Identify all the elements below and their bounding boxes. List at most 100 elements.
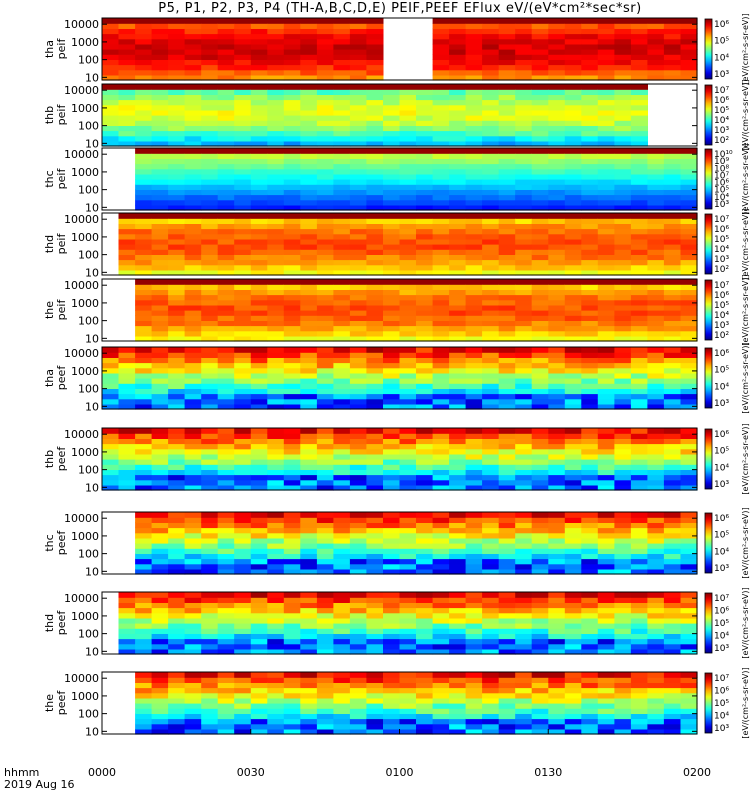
colorbar: [704, 347, 713, 409]
y-tick-label: 10: [85, 71, 99, 84]
y-tick-label: 1000: [71, 36, 99, 49]
y-tick-label: 10000: [64, 428, 99, 441]
colorbar-unit-label: [eV/(cm²-s-sr-eV)]: [741, 274, 750, 345]
colorbar-unit-label: [eV/(cm²-s-sr-eV)]: [741, 423, 750, 494]
colorbar-tick-label: 10⁵: [714, 106, 729, 116]
y-tick-label: 100: [78, 383, 99, 396]
colorbar-tick-label: 10⁵: [714, 447, 729, 457]
panel-thc-electron: 10 100 1000 10000 thcpeef 10³ 10⁴ 10⁵ 10⁶ [eV/(cm…: [43, 507, 750, 578]
y-tick-label: 1000: [71, 297, 99, 310]
panel-thd-electron: 10 100 1000 10000 thdpeef 10³ 10⁴ 10⁵ 10⁶ 10⁷ [eV/…: [43, 587, 750, 658]
x-tick-label: 0130: [534, 766, 562, 779]
y-tick-label: 10: [85, 266, 99, 279]
colorbar-unit-label: [eV/(cm²-s-sr-eV)]: [741, 79, 750, 150]
colorbar-tick-label: 10⁶: [714, 349, 729, 359]
colorbar-unit-label: [eV/(cm²-s-sr-eV)]: [741, 143, 750, 214]
y-tick-label: 10000: [64, 512, 99, 525]
colorbar-tick-label: 10⁵: [714, 531, 729, 541]
y-tick-label: 100: [78, 184, 99, 197]
colorbar-tick-label: 10⁷: [714, 281, 729, 291]
colorbar-tick-label: 10²: [714, 265, 729, 275]
colorbar-tick-label: 10⁶: [714, 179, 729, 189]
colorbar-tick-label: 10⁶: [714, 514, 729, 524]
panel-label: thcpeif: [43, 168, 68, 190]
colorbar: [704, 512, 713, 574]
colorbar-tick-label: 10⁶: [714, 96, 729, 106]
panel-thb-electron: 10 100 1000 10000 thbpeef 10³ 10⁴ 10⁵ 10⁶ [eV/(cm…: [43, 423, 750, 494]
y-tick-label: 10000: [64, 18, 99, 31]
colorbar-tick-label: 10⁴: [714, 712, 729, 722]
y-tick-label: 10000: [64, 672, 99, 685]
panel-label: thepeif: [43, 299, 68, 321]
y-tick-label: 10000: [64, 213, 99, 226]
colorbar-tick-label: 10⁵: [714, 37, 729, 47]
colorbar-unit-label: [eV/(cm²-s-sr-eV)]: [741, 587, 750, 658]
y-tick-label: 1000: [71, 166, 99, 179]
colorbar-tick-label: 10¹⁰: [714, 150, 733, 160]
colorbar-tick-label: 10⁴: [714, 311, 729, 321]
x-tick-label: 0030: [237, 766, 265, 779]
colorbar-tick-label: 10⁶: [714, 20, 729, 30]
y-tick-label: 10000: [64, 592, 99, 605]
time-format-label: hhmm: [4, 766, 40, 779]
x-tick-label: 0100: [386, 766, 414, 779]
colorbar-tick-label: 10⁷: [714, 171, 729, 181]
y-tick-label: 10: [85, 565, 99, 578]
colorbar-tick-label: 10⁷: [714, 86, 729, 96]
colorbar-tick-label: 10⁷: [714, 215, 729, 225]
y-tick-label: 100: [78, 249, 99, 262]
colorbar: [704, 213, 713, 275]
y-tick-label: 100: [78, 628, 99, 641]
colorbar-tick-label: 10⁴: [714, 53, 729, 63]
colorbar-tick-label: 10³: [714, 399, 729, 409]
colorbar-tick-label: 10⁷: [714, 594, 729, 604]
colorbar-tick-label: 10⁶: [714, 687, 729, 697]
colorbar-tick-label: 10⁷: [714, 674, 729, 684]
colorbar: [704, 18, 713, 80]
y-tick-label: 1000: [71, 231, 99, 244]
panel-tha-ion: 10 100 1000 10000 thapeif 10³ 10⁴ 10⁵ 10⁶ [eV/(cm…: [43, 13, 750, 84]
colorbar: [704, 279, 713, 341]
y-tick-label: 10000: [64, 148, 99, 161]
colorbar-tick-label: 10⁴: [714, 193, 729, 203]
y-tick-label: 10000: [64, 84, 99, 97]
colorbar-tick-label: 10²: [714, 136, 729, 146]
colorbar: [704, 84, 713, 146]
colorbar-tick-label: 10⁵: [714, 699, 729, 709]
panel-label: thdpeef: [43, 610, 68, 636]
colorbar: [704, 428, 713, 490]
colorbar-tick-label: 10⁵: [714, 186, 729, 196]
colorbar-tick-label: 10³: [714, 255, 729, 265]
colorbar-tick-label: 10³: [714, 724, 729, 734]
y-tick-label: 100: [78, 708, 99, 721]
panel-label: thcpeef: [43, 530, 68, 556]
x-tick-label: 0200: [683, 766, 711, 779]
colorbar-tick-label: 10³: [714, 200, 729, 210]
y-tick-label: 10: [85, 481, 99, 494]
y-tick-label: 10: [85, 400, 99, 413]
colorbar-tick-label: 10³: [714, 564, 729, 574]
colorbar-tick-label: 10⁴: [714, 116, 729, 126]
y-tick-label: 100: [78, 54, 99, 67]
colorbar: [704, 672, 713, 734]
y-tick-label: 1000: [71, 102, 99, 115]
y-tick-label: 1000: [71, 610, 99, 623]
y-tick-label: 100: [78, 315, 99, 328]
colorbar-tick-label: 10³: [714, 321, 729, 331]
y-tick-label: 100: [78, 120, 99, 133]
y-tick-label: 1000: [71, 365, 99, 378]
panel-label: thdpeif: [43, 233, 68, 255]
panel-label: thapeif: [43, 38, 68, 60]
colorbar-tick-label: 10⁶: [714, 607, 729, 617]
colorbar-tick-label: 10⁶: [714, 430, 729, 440]
panel-thc-ion: 10100100010000thcpeif10³10⁴10⁵10⁶10⁷10⁸1…: [43, 143, 750, 214]
colorbar-tick-label: 10⁴: [714, 547, 729, 557]
panel-tha-electron: 10 100 1000 10000 thapeef 10³ 10⁴ 10⁵ 10⁶ [eV/(cm…: [43, 342, 750, 413]
colorbar-tick-label: 10⁵: [714, 235, 729, 245]
colorbar-unit-label: [eV/(cm²-s-sr-eV)]: [741, 667, 750, 738]
colorbar-tick-label: 10⁵: [714, 301, 729, 311]
colorbar-tick-label: 10²: [714, 331, 729, 341]
